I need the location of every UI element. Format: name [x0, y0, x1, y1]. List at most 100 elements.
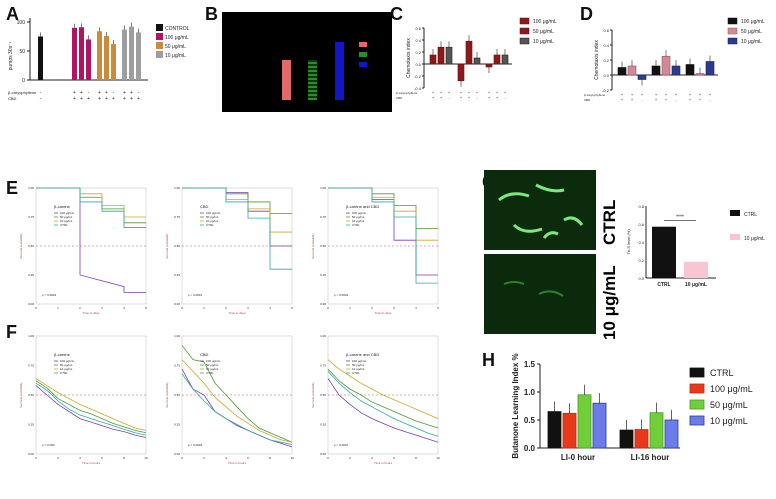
a-row-sign: +: [105, 90, 108, 96]
chartE-legend-label: 10 μg/mL: [352, 219, 365, 223]
chartE-series-line: [182, 187, 292, 233]
a-bar: [72, 27, 77, 80]
chartF-ytick-label: 0.25: [320, 423, 326, 427]
h-category-label: LI-16 hour: [631, 453, 670, 462]
chartF-ytick-label: 0.00: [28, 452, 34, 456]
a-ylabel: pumps 30s⁻¹: [8, 41, 14, 70]
panel-label-e: E: [6, 178, 19, 198]
chartF-xtick-label: 8: [269, 456, 271, 460]
chartD-legend-swatch: [727, 17, 738, 25]
micro-dose-text: 10 μg/mL: [600, 265, 619, 340]
chartE-series-line: [36, 187, 146, 218]
chartE-series-line: [36, 187, 146, 293]
chartE-xtick-label: 5: [437, 306, 439, 310]
chartC-ytick-label: 0.6: [415, 26, 421, 31]
chartD-row-sign: +: [631, 97, 634, 102]
chartF-ytick-label: 0.75: [174, 364, 180, 368]
chartD-row-label: β-caryophyllene: [584, 93, 606, 97]
a-row-sign: +: [80, 96, 83, 102]
g-legend-label: 10 μg/mL: [744, 236, 765, 242]
chartE-legend-label: 50 μg/mL: [206, 215, 219, 219]
h-bar: [577, 394, 592, 449]
a-legend-label: 10 μg/mL: [165, 53, 186, 59]
chartF-xtick-label: 8: [415, 456, 417, 460]
a-row-sign: +: [130, 96, 133, 102]
chartE-xlabel: Time in days: [375, 311, 392, 315]
chartE-xtick-label: 2: [225, 306, 227, 310]
a-bar: [136, 32, 141, 80]
chartE-xtick-label: 0: [181, 306, 183, 310]
chartD-row-label: CBD: [584, 98, 591, 102]
chartF-xtick-label: 2: [349, 456, 351, 460]
chartF-series-line: [35, 385, 147, 438]
g-category-label: CTRL: [657, 282, 670, 288]
chartE-ytick-label: 0.75: [320, 215, 326, 219]
chartE-ytick-label: 0.25: [174, 273, 180, 277]
chartE-xlabel: Time in days: [229, 311, 246, 315]
chartD-bar: [661, 55, 671, 76]
chartC-legend-label: 100 μg/mL: [533, 19, 557, 25]
chartE-subplot-title: β-carene: [54, 204, 71, 209]
a-legend-label: CONTROL: [165, 26, 190, 32]
chartF-series-line: [181, 373, 293, 445]
chartC-bar: [437, 46, 445, 65]
a-legend-swatch: [156, 24, 163, 31]
chartD-row-sign: +: [665, 97, 668, 102]
a-row-sign: +: [130, 90, 133, 96]
chartF-legend-label: 50 μg/mL: [206, 363, 219, 367]
g-ylabel: Th-S level (%): [626, 229, 631, 255]
chartF-pvalue: p = 0.004: [42, 443, 55, 447]
chartE-series-line: [328, 187, 438, 229]
chartF-ytick-label: 0.50: [320, 393, 326, 397]
chartD-row-sign: -: [675, 97, 677, 102]
chartE-legend-label: CTRL: [206, 223, 214, 227]
worms-ctrl: [498, 183, 584, 239]
h-legend-swatch: [689, 367, 705, 378]
chartE-xtick-label: 0: [35, 306, 37, 310]
h-bar: [619, 429, 634, 449]
chartE-series-line: [328, 187, 438, 241]
chartD-ytick-label: 0.0: [603, 73, 609, 78]
chartF-ytick-label: 0.00: [174, 452, 180, 456]
chartC-row-sign: +: [448, 90, 451, 95]
chartF-series-line: [35, 382, 147, 436]
a-row-sign: +: [80, 90, 83, 96]
h-ytick-label: 1.5: [524, 360, 536, 369]
panel-label-b: B: [205, 4, 218, 24]
chartF-xtick-label: 10: [144, 456, 148, 460]
chartE-series-line: [182, 187, 292, 270]
chartE-ytick-label: 0.00: [174, 302, 180, 306]
a-row-sign: +: [73, 90, 76, 96]
a-row-sign: +: [98, 96, 101, 102]
g-ytick-label: 0.8: [638, 204, 644, 209]
chartD-ytick-label: 0.4: [603, 43, 609, 48]
chartF-xtick-label: 0: [181, 456, 183, 460]
chartD-row-sign: +: [621, 92, 624, 97]
a-row-sign: +: [87, 96, 90, 102]
a-row-sign: +: [112, 96, 115, 102]
chartC-row-sign: +: [468, 95, 471, 100]
h-bar: [547, 411, 562, 449]
chartD-ytick-label: 0.2: [603, 58, 609, 63]
chartC-legend-label: 10 μg/mL: [533, 39, 554, 45]
chartE-xtick-label: 2: [371, 306, 373, 310]
chartF-ytick-label: 1.00: [174, 334, 180, 338]
chartD-bar: [685, 64, 695, 76]
panel-label-h: H: [482, 350, 495, 370]
chartE-series-line: [328, 187, 438, 276]
chartF-series-line: [35, 378, 147, 431]
micro-label-10ug: 10 μg/mL: [600, 255, 624, 340]
chartD-legend-label: 10 μg/mL: [741, 39, 762, 45]
chartF-pvalue: p < 0.0001: [334, 443, 349, 447]
micro-ctrl-text: CTRL: [600, 199, 619, 245]
chartF-xtick-label: 0: [327, 456, 329, 460]
chartF-ytick-label: 0.50: [174, 393, 180, 397]
chartC-ytick-label: -0.4: [414, 86, 422, 91]
chartC-row-sign: +: [440, 90, 443, 95]
h-legend-label: 10 μg/mL: [710, 416, 748, 426]
chartD-row-sign: +: [665, 92, 668, 97]
g-ytick-label: 0.6: [638, 222, 644, 227]
chartE-ytick-label: 0.25: [320, 273, 326, 277]
g-ytick-label: 0.2: [638, 258, 644, 263]
